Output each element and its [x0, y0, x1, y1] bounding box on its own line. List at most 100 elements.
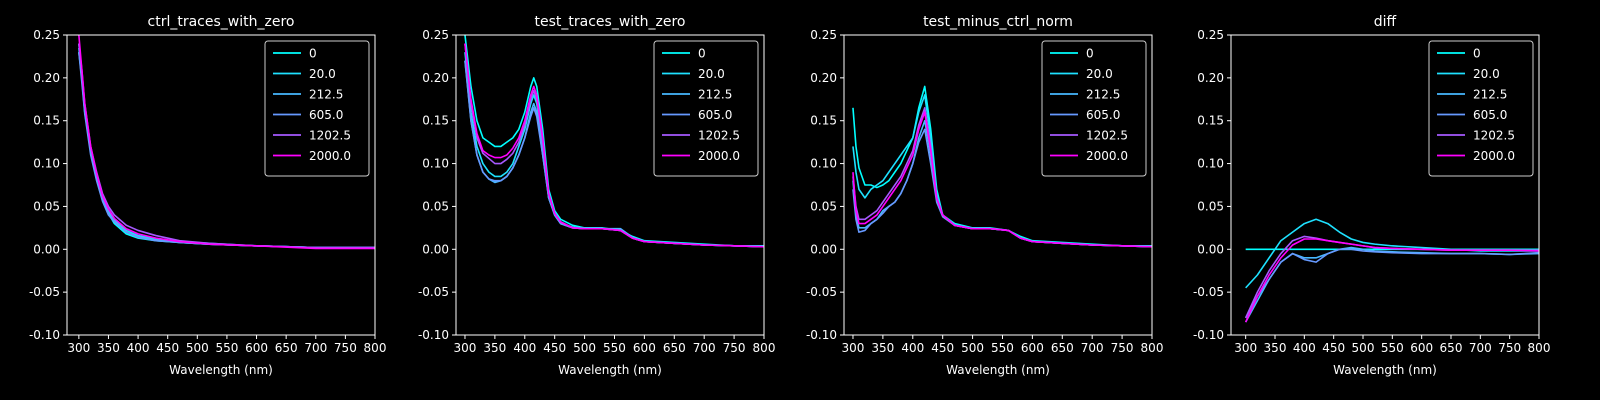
- y-tick-label: 0.00: [1197, 242, 1224, 256]
- x-axis-label: Wavelength (nm): [946, 363, 1050, 377]
- y-tick-label: 0.00: [810, 242, 837, 256]
- x-tick-label: 350: [1264, 341, 1287, 355]
- chart-panel-1: 300 350 400 450 500 550 600 650 700 750 800 -0.10 -0…: [418, 14, 776, 377]
- x-tick-label: 400: [1293, 341, 1316, 355]
- legend-label-3: 605.0: [309, 108, 343, 122]
- y-tick-label: 0.05: [1197, 199, 1224, 213]
- series-line-3: [1244, 248, 1539, 319]
- x-tick-label: 800: [364, 341, 387, 355]
- legend-box: [1428, 40, 1534, 177]
- x-tick-label: 750: [1111, 341, 1134, 355]
- x-tick-label: 400: [513, 341, 536, 355]
- chart-title: diff: [1374, 14, 1397, 30]
- y-tick-label: 0.05: [422, 199, 449, 213]
- x-tick-label: 550: [991, 341, 1014, 355]
- x-axis-label: Wavelength (nm): [1333, 363, 1437, 377]
- legend-label-0: 0: [1473, 47, 1481, 61]
- series-group: [464, 35, 764, 248]
- x-tick-label: 800: [753, 341, 776, 355]
- series-group: [852, 85, 1152, 248]
- x-tick-label: 800: [1528, 341, 1551, 355]
- y-tick-label: 0.25: [810, 28, 837, 42]
- y-tick-label: 0.10: [1197, 157, 1224, 171]
- legend-label-3: 605.0: [1473, 108, 1507, 122]
- y-tick-label: -0.10: [418, 328, 449, 342]
- series-line-5: [1244, 238, 1539, 323]
- chart-title: test_traces_with_zero: [535, 14, 686, 30]
- chart-panel-0: 300 350 400 450 500 550 600 650 700 750 800 -0.10 -0…: [29, 14, 387, 377]
- x-tick-label: 550: [603, 341, 626, 355]
- legend-label-0: 0: [1086, 47, 1094, 61]
- chart-panel-2: 300 350 400 450 500 550 600 650 700 750 800 -0.10 -0…: [806, 14, 1164, 377]
- y-tick-label: -0.05: [806, 285, 837, 299]
- series-line-5: [78, 35, 375, 250]
- y-tick-label: 0.20: [422, 71, 449, 85]
- x-tick-label: 300: [842, 341, 865, 355]
- chart-panel-3: 300 350 400 450 500 550 600 650 700 750 800 -0.10 -0…: [1193, 14, 1551, 377]
- x-tick-label: 400: [901, 341, 924, 355]
- legend-label-5: 2000.0: [698, 149, 740, 163]
- x-tick-label: 600: [1410, 341, 1433, 355]
- y-tick-label: 0.15: [33, 114, 60, 128]
- y-tick-label: -0.10: [29, 328, 60, 342]
- y-tick-label: 0.10: [33, 157, 60, 171]
- y-tick-label: 0.10: [422, 157, 449, 171]
- x-tick-label: 500: [1352, 341, 1375, 355]
- y-tick-label: 0.00: [33, 242, 60, 256]
- chart-title: test_minus_ctrl_norm: [923, 14, 1073, 30]
- series-line-0: [852, 85, 1152, 247]
- series-line-5: [852, 111, 1152, 248]
- x-tick-label: 750: [334, 341, 357, 355]
- legend-label-0: 0: [698, 47, 706, 61]
- x-tick-label: 350: [483, 341, 506, 355]
- plot-frame: [843, 34, 1153, 336]
- y-tick-label: 0.25: [33, 28, 60, 42]
- plot-frame: [455, 34, 765, 336]
- legend-box: [264, 40, 370, 177]
- y-tick-label: -0.05: [29, 285, 60, 299]
- x-tick-label: 350: [871, 341, 894, 355]
- legend: 0 20.0 212.5 605.0 1202.5 2000.0: [1041, 40, 1147, 177]
- x-tick-label: 300: [454, 341, 477, 355]
- y-tick-label: -0.10: [1193, 328, 1224, 342]
- y-tick-label: 0.00: [422, 242, 449, 256]
- x-tick-label: 650: [1440, 341, 1463, 355]
- x-tick-label: 600: [633, 341, 656, 355]
- y-tick-label: 0.15: [1197, 114, 1224, 128]
- legend-label-1: 20.0: [1086, 67, 1113, 81]
- x-tick-label: 650: [1051, 341, 1074, 355]
- legend-label-4: 1202.5: [1473, 129, 1515, 143]
- x-tick-label: 500: [961, 341, 984, 355]
- x-tick-label: 350: [97, 341, 120, 355]
- series-line-2: [1244, 246, 1539, 323]
- x-tick-label: 550: [215, 341, 238, 355]
- legend-label-2: 212.5: [309, 88, 343, 102]
- x-tick-label: 500: [573, 341, 596, 355]
- series-group: [78, 35, 375, 250]
- x-tick-label: 600: [245, 341, 268, 355]
- x-tick-label: 800: [1141, 341, 1164, 355]
- series-group: [1244, 218, 1539, 323]
- legend-label-1: 20.0: [698, 67, 725, 81]
- legend-label-3: 605.0: [1086, 108, 1120, 122]
- plot-frame: [1230, 34, 1540, 336]
- x-tick-label: 700: [1081, 341, 1104, 355]
- legend-label-5: 2000.0: [1473, 149, 1515, 163]
- legend-label-4: 1202.5: [309, 129, 351, 143]
- x-tick-label: 550: [1381, 341, 1404, 355]
- x-tick-label: 450: [1322, 341, 1345, 355]
- y-tick-label: 0.20: [1197, 71, 1224, 85]
- x-tick-label: 750: [723, 341, 746, 355]
- x-tick-label: 700: [304, 341, 327, 355]
- legend-box: [1041, 40, 1147, 177]
- y-tick-label: -0.05: [1193, 285, 1224, 299]
- series-line-5: [464, 43, 764, 248]
- y-tick-label: 0.05: [810, 199, 837, 213]
- y-tick-label: 0.15: [810, 114, 837, 128]
- plot-frame: [66, 34, 376, 336]
- x-tick-label: 600: [1021, 341, 1044, 355]
- legend-label-1: 20.0: [309, 67, 336, 81]
- x-tick-label: 450: [543, 341, 566, 355]
- y-tick-label: -0.05: [418, 285, 449, 299]
